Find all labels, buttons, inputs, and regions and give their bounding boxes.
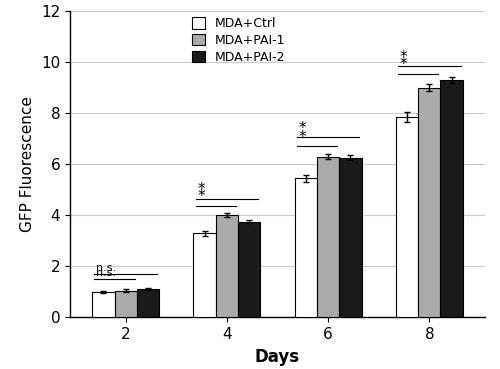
Bar — [418, 87, 440, 317]
Text: *: * — [400, 57, 407, 72]
Bar — [194, 233, 216, 317]
Text: *: * — [299, 130, 306, 145]
Bar — [317, 156, 339, 317]
Text: n.s.: n.s. — [96, 268, 116, 278]
Legend: MDA+Ctrl, MDA+PAI-1, MDA+PAI-2: MDA+Ctrl, MDA+PAI-1, MDA+PAI-2 — [192, 17, 286, 64]
Text: *: * — [400, 50, 407, 65]
Bar — [216, 215, 238, 317]
Bar — [294, 178, 317, 317]
Text: *: * — [299, 121, 306, 136]
Bar — [396, 117, 418, 317]
Y-axis label: GFP Fluorescence: GFP Fluorescence — [20, 96, 36, 232]
Text: *: * — [198, 189, 205, 204]
Bar — [114, 290, 137, 317]
Bar — [238, 222, 260, 317]
Text: n.s.: n.s. — [96, 263, 116, 273]
Bar — [137, 289, 159, 317]
Bar — [92, 292, 114, 317]
Bar — [339, 158, 361, 317]
X-axis label: Days: Days — [255, 348, 300, 366]
Bar — [440, 80, 462, 317]
Text: *: * — [198, 182, 205, 197]
